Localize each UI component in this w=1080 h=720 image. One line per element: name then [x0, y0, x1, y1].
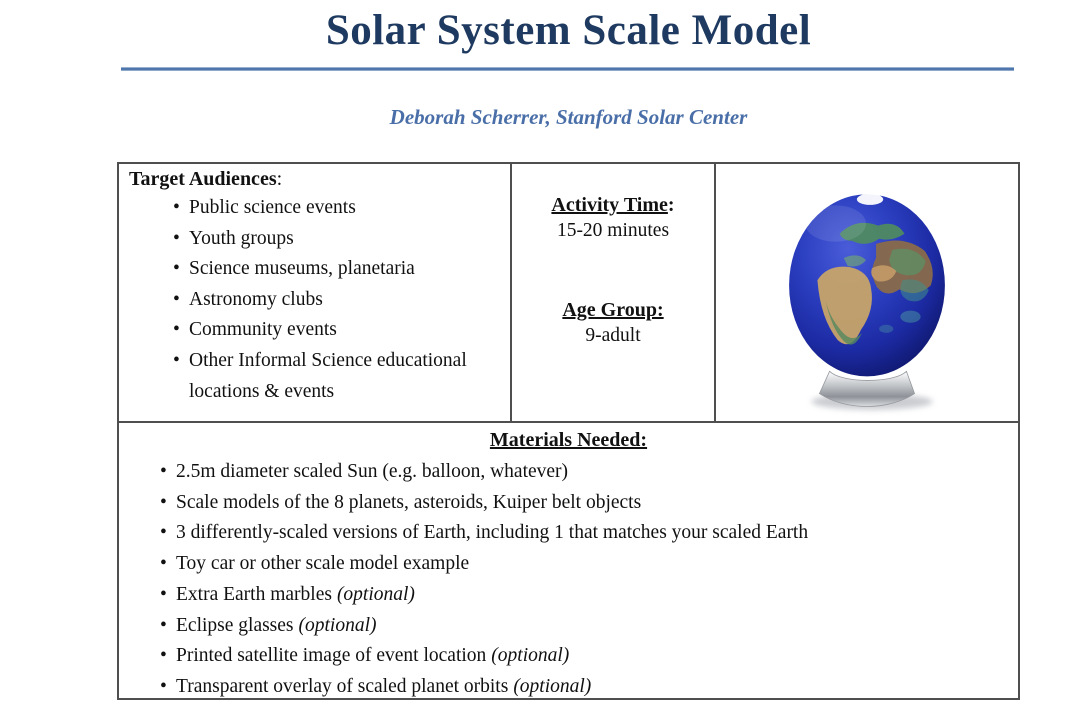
- materials-item: 2.5m diameter scaled Sun (e.g. balloon, …: [160, 457, 1018, 488]
- title-divider-rule: [121, 67, 1014, 71]
- target-audience-item-text: Public science events: [189, 197, 356, 218]
- materials-item: Toy car or other scale model example: [160, 549, 1018, 580]
- author-byline: Deborah Scherrer, Stanford Solar Center: [389, 105, 748, 129]
- age-group-heading: Age Group:: [512, 299, 714, 322]
- target-audiences-heading: Target Audiences:: [129, 168, 504, 191]
- materials-list: 2.5m diameter scaled Sun (e.g. balloon, …: [119, 457, 1018, 698]
- marble-continents: [817, 222, 933, 345]
- target-audience-item-text: Youth groups: [189, 227, 294, 249]
- target-audience-item-text: Community events: [189, 319, 337, 341]
- materials-item-optional-note: (optional): [336, 583, 415, 605]
- materials-item-text: Scale models of the 8 planets, asteroids…: [176, 491, 642, 513]
- activity-time-label: Activity Time: [551, 194, 668, 216]
- page-title: Solar System Scale Model: [325, 7, 812, 54]
- materials-item: Printed satellite image of event locatio…: [160, 641, 1018, 672]
- materials-item-optional-note: (optional): [491, 645, 570, 667]
- age-group-value: 9-adult: [585, 325, 641, 346]
- materials-item-text: Eclipse glasses: [176, 614, 294, 636]
- materials-item-text: Extra Earth marbles: [176, 583, 332, 605]
- target-audience-item-text: Other Informal Science educational locat…: [189, 349, 467, 402]
- marble-sheen: [805, 205, 866, 242]
- materials-item-text: Toy car or other scale model example: [176, 553, 470, 575]
- materials-item-text: Printed satellite image of event locatio…: [176, 645, 487, 667]
- marble-stand: [818, 370, 916, 407]
- marble-glint: [856, 193, 884, 205]
- materials-item-text: Transparent overlay of scaled planet orb…: [176, 675, 509, 697]
- materials-item: Transparent overlay of scaled planet orb…: [160, 672, 1018, 698]
- activity-info-cell: Activity Time: 15-20 minutes Age Group: …: [512, 164, 716, 421]
- target-audiences-list: Public science events Youth groups Scien…: [129, 193, 504, 407]
- target-audiences-heading-colon: :: [276, 168, 283, 190]
- materials-item: Extra Earth marbles(optional): [160, 580, 1018, 611]
- materials-item-optional-note: (optional): [513, 675, 592, 697]
- materials-item: Eclipse glasses(optional): [160, 611, 1018, 642]
- target-audience-item: Science museums, planetaria: [173, 254, 504, 285]
- target-audience-item: Public science events: [173, 193, 504, 224]
- materials-needed-heading-text: Materials Needed:: [489, 429, 648, 451]
- target-audience-item: Other Informal Science educational locat…: [173, 346, 504, 407]
- earth-marble-image: [789, 193, 945, 410]
- earth-marble-cell: [716, 164, 1018, 421]
- materials-item-optional-note: (optional): [298, 614, 377, 636]
- materials-item: Scale models of the 8 planets, asteroids…: [160, 488, 1018, 519]
- activity-time-colon: :: [667, 194, 675, 216]
- target-audience-item-text: Science museums, planetaria: [189, 258, 415, 280]
- materials-item-text: 2.5m diameter scaled Sun (e.g. balloon, …: [176, 461, 569, 482]
- materials-item-text: 3 differently-scaled versions of Earth, …: [176, 522, 809, 544]
- age-group-label: Age Group:: [562, 299, 664, 321]
- document-content: Solar System Scale Model Deborah Scherre…: [117, 0, 1020, 720]
- activity-time-heading: Activity Time:: [512, 194, 714, 217]
- target-audiences-heading-text: Target Audiences: [129, 168, 277, 190]
- info-table: Target Audiences: Public science events …: [117, 162, 1020, 700]
- target-audience-item: Youth groups: [173, 224, 504, 255]
- target-audience-item-text: Astronomy clubs: [189, 288, 323, 310]
- target-audience-item: Astronomy clubs: [173, 285, 504, 316]
- materials-needed-heading: Materials Needed:: [119, 429, 1018, 452]
- target-audience-item: Community events: [173, 315, 504, 346]
- materials-needed-cell: Materials Needed: 2.5m diameter scaled S…: [119, 423, 1018, 698]
- materials-item: 3 differently-scaled versions of Earth, …: [160, 518, 1018, 549]
- target-audiences-cell: Target Audiences: Public science events …: [119, 164, 512, 421]
- activity-time-value: 15-20 minutes: [556, 220, 670, 241]
- info-table-top-row: Target Audiences: Public science events …: [119, 164, 1018, 423]
